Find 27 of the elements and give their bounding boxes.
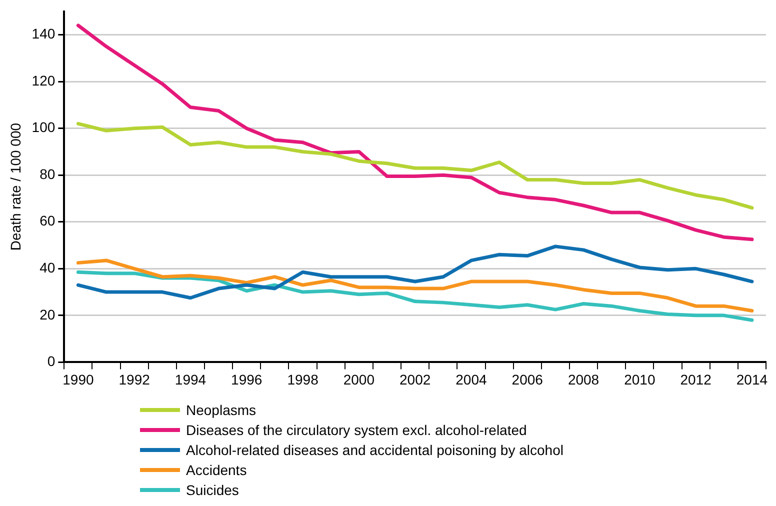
y-axis-title: Death rate / 100 000	[7, 122, 24, 251]
y-tick-label: 120	[32, 72, 56, 88]
legend-label: Alcohol-related diseases and accidental poisoning by alcohol	[186, 442, 564, 458]
x-tick-label: 2008	[568, 371, 600, 388]
y-tick-label: 80	[40, 166, 56, 182]
x-tick-label: 2004	[456, 371, 488, 388]
y-tick-label: 0	[47, 353, 56, 370]
x-tick-label: 2010	[624, 371, 656, 388]
legend-label: Diseases of the circulatory system excl. alcohol-related	[186, 422, 527, 438]
legend-label: Neoplasms	[186, 402, 256, 418]
y-tick-label: 60	[40, 212, 56, 229]
y-tick-label: 100	[32, 119, 56, 136]
x-tick-label: 2002	[400, 371, 431, 388]
legend-label: Accidents	[186, 462, 247, 478]
x-tick-label: 1992	[118, 371, 150, 388]
x-tick-label: 2000	[343, 371, 375, 388]
x-tick-label: 1990	[62, 371, 94, 388]
y-tick-label: 140	[32, 26, 56, 42]
x-tick-label: 2014	[736, 371, 768, 388]
x-tick-label: 1996	[231, 371, 262, 388]
x-tick-label: 2012	[680, 371, 712, 388]
y-tick-label: 20	[40, 306, 56, 322]
y-tick-label: 40	[40, 260, 56, 276]
x-tick-label: 1998	[287, 371, 319, 388]
x-tick-label: 1994	[174, 371, 206, 388]
legend-label: Suicides	[186, 482, 239, 498]
x-tick-label: 2006	[512, 371, 544, 388]
